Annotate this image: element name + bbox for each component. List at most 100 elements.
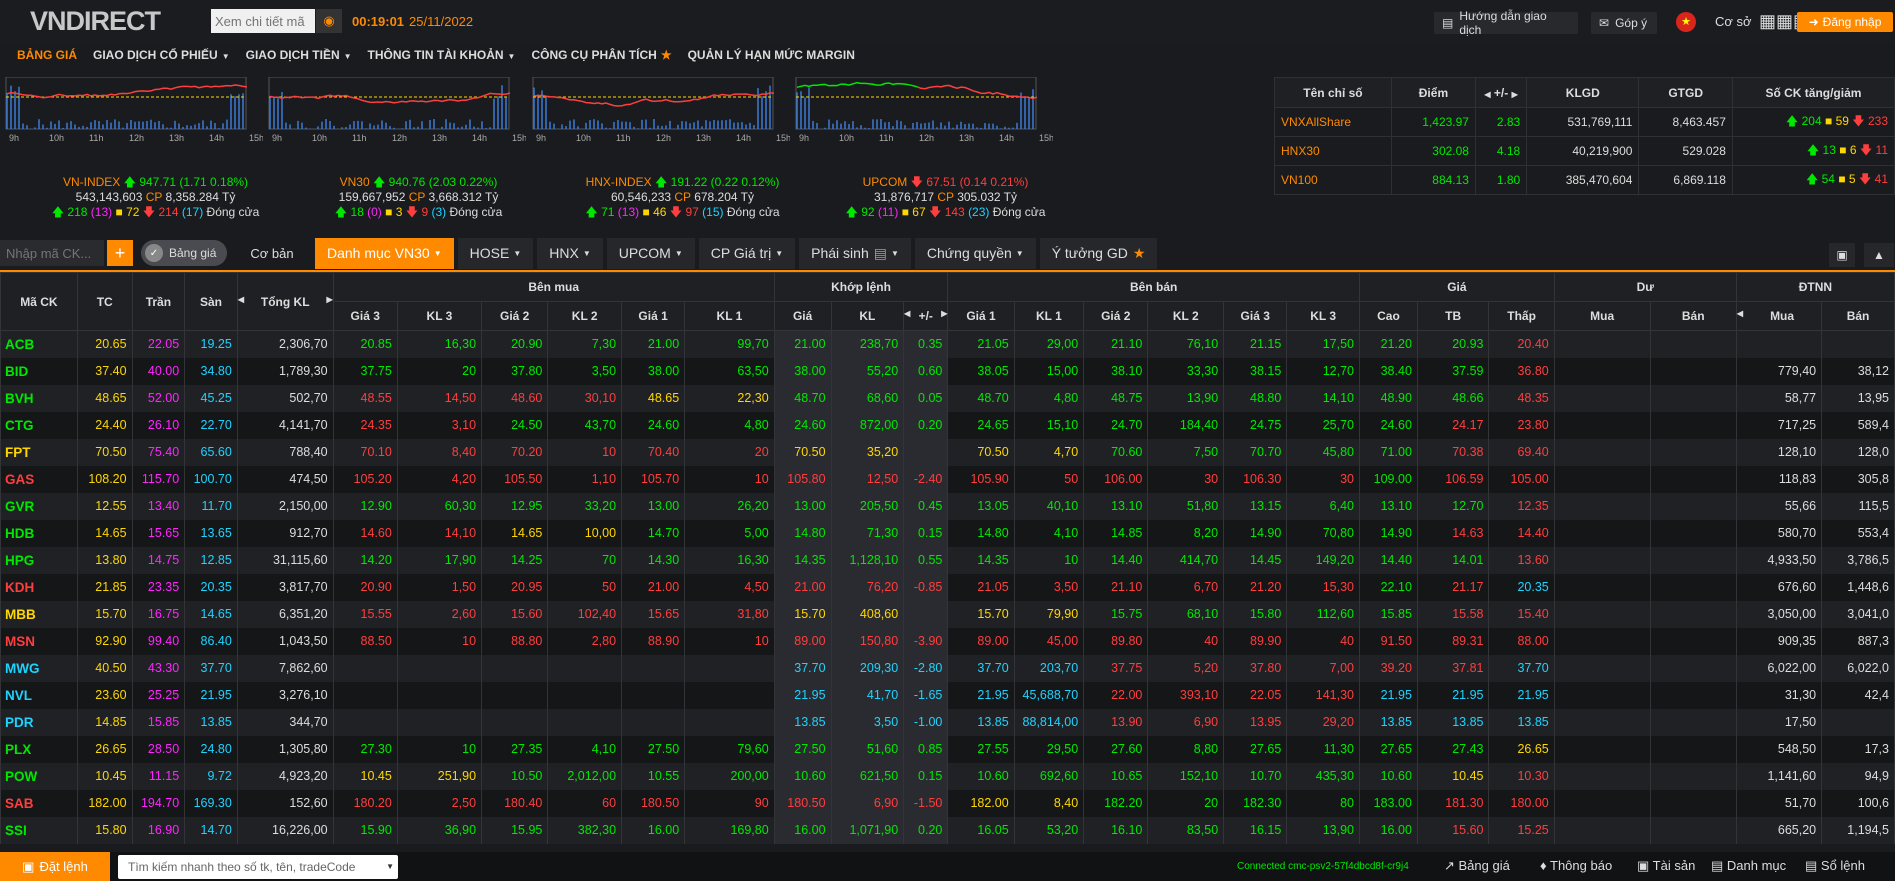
login-button[interactable]: ➜ Đăng nhập: [1797, 12, 1893, 32]
table-row[interactable]: MSN 92.90 99.40 86.40 1,043,50 88.50 10 88.80 2,…: [0, 627, 1895, 655]
stock-symbol[interactable]: HDB: [0, 519, 78, 547]
subcol-0[interactable]: Giá 3: [332, 301, 398, 331]
index-row[interactable]: VNXAllShare 1,423.97 2.83 531,769,111 8,463.…: [1274, 107, 1895, 137]
tab-danh-muc-vn30[interactable]: Danh mục VN30 ▼: [315, 237, 454, 269]
subcol-16[interactable]: TB: [1416, 301, 1490, 331]
table-row[interactable]: GVR 12.55 13.40 11.70 2,150,00 12.90 60,30 12.9…: [0, 492, 1895, 520]
nav-thong-tin-tai-khoan[interactable]: THÔNG TIN TÀI KHOẢN ▼: [367, 48, 516, 62]
tab-chung-quyen[interactable]: Chứng quyền ▼: [914, 237, 1036, 269]
co-ban-toggle[interactable]: Cơ bản: [250, 245, 294, 261]
col-tran[interactable]: Trần: [131, 272, 186, 331]
subcol-10[interactable]: KL 1: [1013, 301, 1085, 331]
vndirect-logo[interactable]: VNDIRECT: [30, 5, 161, 36]
stock-symbol[interactable]: SSI: [0, 816, 78, 844]
trading-guide-button[interactable]: ▤ Hướng dẫn giao dịch: [1434, 9, 1578, 37]
subcol-7[interactable]: KL: [830, 301, 905, 331]
tab-hose[interactable]: HOSE ▼: [457, 237, 534, 269]
table-row[interactable]: BID 37.40 40.00 34.80 1,789,30 37.75 20 37.80 3,…: [0, 357, 1895, 385]
coso-label[interactable]: Cơ sở: [1715, 14, 1752, 29]
index-chart-vn30[interactable]: 9h 10h 11h 12h 13h 14h 15h VN30 🡅 940.76 (2.03 …: [266, 77, 571, 222]
bottom-nav-bang-gia[interactable]: ↗ Bảng giá: [1444, 858, 1510, 873]
subcol-19[interactable]: Bán: [1649, 301, 1737, 331]
col-change[interactable]: ◀ +/- ▶: [1474, 77, 1528, 108]
subcol-17[interactable]: Thấp: [1488, 301, 1555, 331]
stock-symbol[interactable]: ACB: [0, 330, 78, 358]
subcol-8[interactable]: ◀ +/- ▶: [903, 301, 949, 331]
vietnam-flag-icon[interactable]: ★: [1676, 12, 1696, 32]
place-order-button[interactable]: ▣ Đặt lệnh: [0, 852, 110, 881]
table-row[interactable]: KDH 21.85 23.35 20.35 3,817,70 20.90 1,50 20.95…: [0, 573, 1895, 601]
table-row[interactable]: PDR 14.85 15.85 13.85 344,70 13.85 3,50 -1.00 13…: [0, 708, 1895, 736]
table-row[interactable]: ACB 20.65 22.05 19.25 2,306,70 20.85 16,30 20.9…: [0, 330, 1895, 358]
table-row[interactable]: SAB 182.00 194.70 169.30 152,60 180.20 2,50 180…: [0, 789, 1895, 817]
subcol-20[interactable]: ◀ Mua: [1735, 301, 1823, 331]
bottom-nav-thong-bao[interactable]: ♦ Thông báo: [1540, 858, 1613, 873]
tab-cp-gia-tri[interactable]: CP Giá trị ▼: [698, 237, 796, 269]
bang-gia-toggle[interactable]: ✓ Bảng giá: [141, 240, 227, 266]
table-row[interactable]: POW 10.45 11.15 9.72 4,923,20 10.45 251,90 10.5…: [0, 762, 1895, 790]
table-row[interactable]: GAS 108.20 115.70 100.70 474,50 105.20 4,20 105…: [0, 465, 1895, 493]
quick-search-input[interactable]: Tìm kiếm nhanh theo số tk, tên, tradeCod…: [118, 854, 398, 879]
bottom-nav-so-lenh[interactable]: ▤ Sổ lệnh: [1805, 858, 1865, 873]
tab-phai-sinh[interactable]: Phái sinh ▤ ▼: [799, 237, 911, 269]
subcol-9[interactable]: Giá 1: [947, 301, 1015, 331]
stock-symbol[interactable]: MBB: [0, 600, 78, 628]
table-row[interactable]: SSI 15.80 16.90 14.70 16,226,00 15.90 36,90 15.…: [0, 816, 1895, 844]
subcol-18[interactable]: Mua: [1553, 301, 1651, 331]
bottom-nav-tai-san[interactable]: ▣ Tài sản: [1637, 858, 1696, 873]
stock-symbol[interactable]: FPT: [0, 438, 78, 466]
nav-giao-dich-tien[interactable]: GIAO DỊCH TIỀN ▼: [245, 48, 352, 62]
stock-symbol[interactable]: MSN: [0, 627, 78, 655]
stock-symbol[interactable]: POW: [0, 762, 78, 790]
table-row[interactable]: CTG 24.40 26.10 22.70 4,141,70 24.35 3,10 24.50…: [0, 411, 1895, 439]
nav-bang-gia[interactable]: BẢNG GIÁ: [17, 48, 77, 62]
col-tc[interactable]: TC: [76, 272, 133, 331]
feedback-button[interactable]: ✉ Góp ý: [1591, 12, 1657, 34]
tab-hnx[interactable]: HNX ▼: [537, 237, 603, 269]
table-row[interactable]: PLX 26.65 28.50 24.80 1,305,80 27.30 10 27.35 4,…: [0, 735, 1895, 763]
col-tong-kl[interactable]: ◀ Tổng KL ▶: [236, 272, 334, 331]
subcol-2[interactable]: Giá 2: [481, 301, 549, 331]
subcol-11[interactable]: Giá 2: [1083, 301, 1149, 331]
subcol-14[interactable]: KL 3: [1286, 301, 1360, 331]
nav-giao-dich-co-phieu[interactable]: GIAO DỊCH CỔ PHIẾU ▼: [93, 48, 230, 62]
table-row[interactable]: NVL 23.60 25.25 21.95 3,276,10 21.95 41,70 -1.6…: [0, 681, 1895, 709]
tab-upcom[interactable]: UPCOM ▼: [606, 237, 695, 269]
index-chart-upcom[interactable]: 9h 10h 11h 12h 13h 14h 15h UPCOM 🡇 67.51 (0.14 …: [793, 77, 1098, 222]
subcol-13[interactable]: Giá 3: [1223, 301, 1288, 331]
stock-symbol[interactable]: GAS: [0, 465, 78, 493]
subcol-4[interactable]: Giá 1: [621, 301, 686, 331]
stock-symbol[interactable]: HPG: [0, 546, 78, 574]
subcol-15[interactable]: Cao: [1359, 301, 1418, 331]
nav-quan-ly-han-muc-margin[interactable]: QUẢN LÝ HẠN MỨC MARGIN: [687, 48, 855, 62]
table-row[interactable]: MWG 40.50 43.30 37.70 7,862,60 37.70 209,30 -2.…: [0, 654, 1895, 682]
tab-y-tuong-gd[interactable]: Ý tưởng GD ★: [1039, 237, 1158, 269]
stock-symbol[interactable]: BID: [0, 357, 78, 385]
monitor-icon[interactable]: ▣: [1829, 243, 1855, 267]
subcol-1[interactable]: KL 3: [396, 301, 483, 331]
add-stock-button[interactable]: +: [107, 240, 133, 266]
subcol-6[interactable]: Giá: [773, 301, 832, 331]
index-row[interactable]: VN100 884.13 1.80 385,470,604 6,869.118 🡅 54 …: [1274, 165, 1895, 195]
subcol-5[interactable]: KL 1: [684, 301, 775, 331]
subcol-21[interactable]: Bán: [1821, 301, 1895, 331]
col-san[interactable]: Sàn: [184, 272, 238, 331]
index-chart-hnx-index[interactable]: 9h 10h 11h 12h 13h 14h 15h HNX-INDEX 🡅 191.22 (…: [530, 77, 835, 222]
eye-icon[interactable]: ◉: [316, 9, 342, 33]
subcol-3[interactable]: KL 2: [547, 301, 623, 331]
stock-symbol[interactable]: SAB: [0, 789, 78, 817]
table-row[interactable]: FPT 70.50 75.40 65.60 788,40 70.10 8,40 70.20 10…: [0, 438, 1895, 466]
stock-symbol[interactable]: NVL: [0, 681, 78, 709]
stock-symbol[interactable]: GVR: [0, 492, 78, 520]
index-row[interactable]: HNX30 302.08 4.18 40,219,900 529.028 🡅 13 ■ 6…: [1274, 136, 1895, 166]
index-chart-vn-index[interactable]: 9h 10h 11h 12h 13h 14h 15h VN-INDEX 🡅 947.71 (1…: [3, 77, 308, 222]
subcol-12[interactable]: KL 2: [1147, 301, 1225, 331]
table-row[interactable]: MBB 15.70 16.75 14.65 6,351,20 15.55 2,60 15.60…: [0, 600, 1895, 628]
stock-symbol[interactable]: PLX: [0, 735, 78, 763]
stock-symbol[interactable]: PDR: [0, 708, 78, 736]
stock-symbol[interactable]: MWG: [0, 654, 78, 682]
table-row[interactable]: HPG 13.80 14.75 12.85 31,115,60 14.20 17,90 14.…: [0, 546, 1895, 574]
table-row[interactable]: BVH 48.65 52.00 45.25 502,70 48.55 14,50 48.60 3…: [0, 384, 1895, 412]
stock-code-input[interactable]: [0, 240, 104, 266]
stock-symbol[interactable]: CTG: [0, 411, 78, 439]
